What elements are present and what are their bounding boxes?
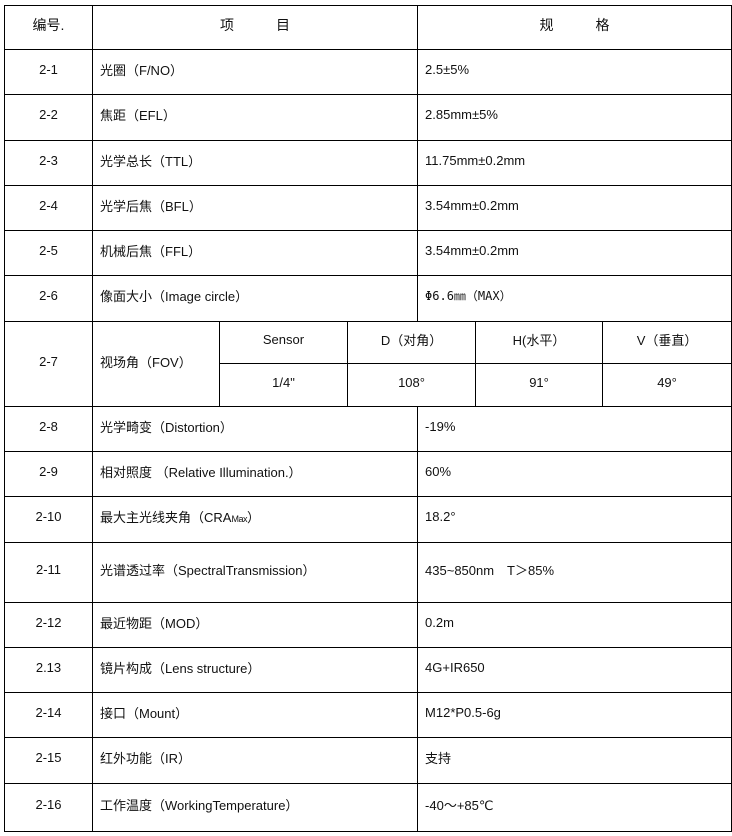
row-spec: 0.2m (417, 602, 732, 648)
row-item: 光圈（F/NO） (91, 49, 419, 95)
row-spec: 2.5±5% (417, 49, 732, 95)
table-row: 2.13 镜片构成（Lens structure） 4G+IR650 (4, 647, 732, 693)
row-spec: 435~850nm T＞85% (417, 542, 732, 603)
row-item: 光学畸变（Distortion） (91, 406, 419, 452)
row-no: 2-7 (4, 321, 93, 407)
fov-header-sensor: Sensor (219, 321, 348, 364)
row-no: 2-8 (4, 406, 93, 452)
row-item: 光学后焦（BFL） (91, 185, 419, 231)
row-no: 2-4 (4, 185, 93, 231)
header-row: 编号. 项 目 规 格 (4, 5, 732, 50)
table-row: 2-4 光学后焦（BFL） 3.54mm±0.2mm (4, 185, 732, 231)
fov-value-row: 1/4" 108° 91° 49° (5, 363, 732, 407)
row-spec: -19% (417, 406, 732, 452)
table-row: 2-3 光学总长（TTL） 11.75mm±0.2mm (4, 140, 732, 186)
table-row: 2-6 像面大小（Image circle） Φ6.6㎜（MAX） (4, 275, 732, 322)
row-no: 2.13 (4, 647, 93, 693)
fov-header-d: D（对角） (346, 321, 477, 364)
row-no: 2-9 (4, 451, 93, 497)
table-row: 2-8 光学畸变（Distortion） -19% (4, 406, 732, 452)
header-no: 编号. (4, 5, 93, 50)
row-spec: 支持 (417, 737, 732, 784)
row-spec: 3.54mm±0.2mm (417, 185, 732, 231)
row-spec: -40～+85℃ (417, 783, 732, 832)
row-no: 2-2 (4, 94, 93, 141)
row-spec: Φ6.6㎜（MAX） (417, 275, 732, 322)
item-subscript: Max (231, 514, 247, 524)
table-row: 2-14 接口（Mount） M12*P0.5-6g (4, 692, 732, 738)
row-item: 红外功能（IR） (91, 737, 419, 784)
row-spec: 11.75mm±0.2mm (417, 140, 732, 186)
table-row: 2-1 光圈（F/NO） 2.5±5% (4, 49, 732, 95)
fov-v-value: 49° (602, 363, 732, 407)
fov-header-row: 2-7 视场角（FOV） Sensor D（对角） H(水平） V（垂直） (4, 321, 732, 407)
table-row: 2-16 工作温度（WorkingTemperature） -40～+85℃ (4, 783, 732, 832)
row-no: 2-5 (4, 230, 93, 276)
fov-sensor-value: 1/4" (219, 363, 348, 407)
row-no: 2-6 (4, 275, 93, 322)
row-no: 2-14 (4, 692, 93, 738)
item-text-end: ） (246, 510, 260, 525)
row-item: 视场角（FOV） (92, 321, 220, 407)
item-text: 最大主光线夹角（CRA (100, 510, 232, 525)
row-spec: M12*P0.5-6g (417, 692, 732, 738)
fov-d-value: 108° (346, 363, 477, 407)
row-spec: 2.85mm±5% (417, 94, 732, 141)
row-spec: 18.2° (417, 496, 732, 543)
row-no: 2-11 (4, 542, 93, 603)
table-row: 2-2 焦距（EFL） 2.85mm±5% (4, 94, 732, 141)
row-item: 机械后焦（FFL） (91, 230, 419, 276)
row-item: 最近物距（MOD） (91, 602, 419, 648)
row-item: 光谱透过率（SpectralTransmission） (91, 542, 419, 603)
table-row: 2-15 红外功能（IR） 支持 (4, 737, 732, 784)
table-row: 2-11 光谱透过率（SpectralTransmission） 435~850… (4, 542, 732, 603)
row-item: 像面大小（Image circle） (91, 275, 419, 322)
row-spec: 60% (417, 451, 732, 497)
fov-header-h: H(水平） (475, 321, 604, 364)
table-row: 2-5 机械后焦（FFL） 3.54mm±0.2mm (4, 230, 732, 276)
row-no: 2-10 (4, 496, 93, 543)
row-item: 最大主光线夹角（CRAMax） (91, 496, 419, 543)
row-item: 工作温度（WorkingTemperature） (91, 783, 419, 832)
row-item: 相对照度 （Relative Illumination.） (91, 451, 419, 497)
spec-table: 编号. 项 目 规 格 2-1 光圈（F/NO） 2.5±5% 2-2 焦距（E… (4, 5, 732, 832)
row-spec: 3.54mm±0.2mm (417, 230, 732, 276)
row-item: 接口（Mount） (91, 692, 419, 738)
row-no: 2-12 (4, 602, 93, 648)
table-row: 2-10 最大主光线夹角（CRAMax） 18.2° (4, 496, 732, 543)
row-no: 2-15 (4, 737, 93, 784)
row-item: 镜片构成（Lens structure） (91, 647, 419, 693)
fov-header-v: V（垂直） (602, 321, 732, 364)
table-row: 2-9 相对照度 （Relative Illumination.） 60% (4, 451, 732, 497)
row-item: 焦距（EFL） (91, 94, 419, 141)
row-item: 光学总长（TTL） (91, 140, 419, 186)
row-no: 2-16 (4, 783, 93, 832)
header-item: 项 目 (91, 5, 419, 50)
table-row: 2-12 最近物距（MOD） 0.2m (4, 602, 732, 648)
fov-h-value: 91° (475, 363, 604, 407)
row-no: 2-3 (4, 140, 93, 186)
row-no: 2-1 (4, 49, 93, 95)
header-spec: 规 格 (417, 5, 732, 50)
row-spec: 4G+IR650 (417, 647, 732, 693)
